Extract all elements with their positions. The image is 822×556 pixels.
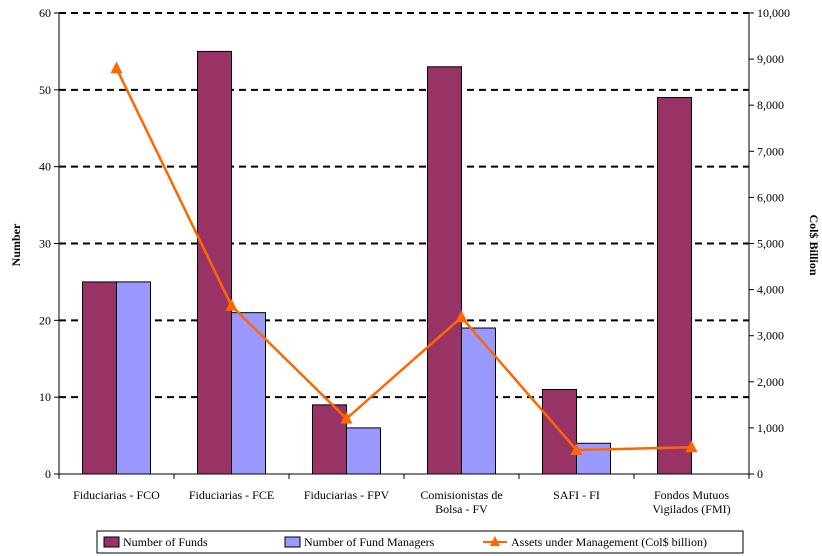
category-label: Fondos Mutuos	[654, 488, 729, 502]
bar-managers	[576, 442, 611, 475]
aum-point	[110, 61, 123, 74]
left-tick-label: 20	[39, 313, 51, 327]
bar-managers	[346, 427, 381, 475]
bar-funds	[197, 50, 232, 475]
right-tick-label: 10,000	[757, 6, 790, 20]
category-label: Fiduciarias - FCO	[73, 488, 160, 502]
right-tick-label: 0	[757, 467, 763, 481]
bar-funds	[312, 404, 347, 475]
legend-swatch-funds	[103, 536, 120, 548]
axes	[58, 13, 750, 479]
aum-point	[340, 411, 353, 424]
left-axis-ticks: 0 10 20 30 40 50 60	[39, 6, 59, 481]
right-tick-label: 3,000	[757, 329, 784, 343]
legend-label-managers: Number of Fund Managers	[304, 535, 435, 549]
category-label: SAFI - FI	[553, 488, 600, 502]
left-tick-label: 10	[39, 390, 51, 404]
right-tick-label: 2,000	[757, 375, 784, 389]
legend: Number of Funds Number of Fund Managers …	[96, 530, 744, 554]
gridlines	[59, 12, 749, 399]
left-tick-label: 0	[45, 467, 51, 481]
left-tick-label: 50	[39, 83, 51, 97]
category-label: Comisionistas de	[420, 488, 502, 502]
bars	[82, 50, 692, 475]
right-tick-label: 4,000	[757, 283, 784, 297]
legend-label-aum: Assets under Management (Col$ billion)	[511, 535, 707, 549]
right-tick-label: 9,000	[757, 52, 784, 66]
right-axis-title: Col$ Billion	[807, 214, 821, 275]
category-label: Bolsa - FV	[435, 502, 488, 516]
bar-funds	[427, 66, 462, 475]
legend-swatch-aum-marker	[490, 536, 500, 546]
category-label: Fiduciarias - FCE	[189, 488, 274, 502]
aum-line-path	[115, 67, 692, 452]
legend-frame	[96, 530, 744, 554]
left-axis-title: Number	[9, 223, 23, 266]
bar-managers	[231, 312, 266, 475]
right-tick-label: 6,000	[757, 190, 784, 204]
bar-funds	[82, 281, 117, 475]
aum-point	[570, 443, 583, 456]
category-label: Vigilados (FMI)	[652, 502, 730, 516]
bar-managers	[116, 281, 151, 475]
legend-swatch-managers	[284, 536, 301, 548]
left-tick-label: 40	[39, 160, 51, 174]
right-tick-label: 8,000	[757, 98, 784, 112]
left-tick-label: 60	[39, 6, 51, 20]
aum-point	[685, 440, 698, 453]
category-labels: Fiduciarias - FCO Fiduciarias - FCE Fiduci…	[73, 488, 730, 516]
aum-point	[455, 310, 468, 323]
legend-label-funds: Number of Funds	[123, 535, 208, 549]
right-tick-label: 1,000	[757, 421, 784, 435]
right-axis-ticks: 0 1,000 2,000 3,000 4,000 5,000 6,000 7,000 8,00…	[749, 6, 790, 481]
bar-managers	[461, 327, 496, 475]
right-tick-label: 5,000	[757, 237, 784, 251]
right-tick-label: 7,000	[757, 144, 784, 158]
left-tick-label: 30	[39, 237, 51, 251]
aum-point	[225, 298, 238, 311]
aum-line	[110, 61, 698, 456]
bar-funds	[657, 97, 692, 475]
category-label: Fiduciarias - FPV	[304, 488, 390, 502]
